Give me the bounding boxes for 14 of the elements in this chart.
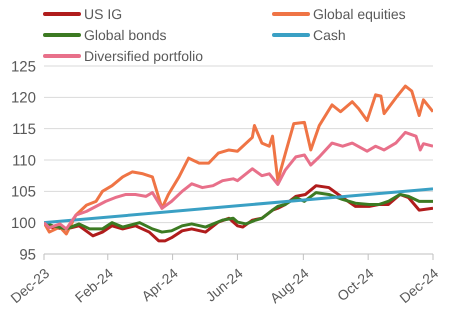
line-series xyxy=(44,130,433,230)
legend-label: Global equities xyxy=(313,6,406,22)
legend-label: Global bonds xyxy=(84,26,167,42)
y-tick-label: 100 xyxy=(10,214,36,232)
y-tick-label: 120 xyxy=(10,90,36,107)
legend-label: Cash xyxy=(313,26,346,42)
y-tick-label: 105 xyxy=(10,184,36,201)
y-tick-label: 95 xyxy=(19,246,36,264)
legend-label: US IG xyxy=(84,6,122,22)
line-series xyxy=(44,84,433,236)
legend-label: Diversified portfolio xyxy=(84,48,204,64)
y-tick-label: 115 xyxy=(12,120,36,138)
y-tick-label: 125 xyxy=(10,58,36,76)
y-tick-label: 110 xyxy=(12,152,36,170)
